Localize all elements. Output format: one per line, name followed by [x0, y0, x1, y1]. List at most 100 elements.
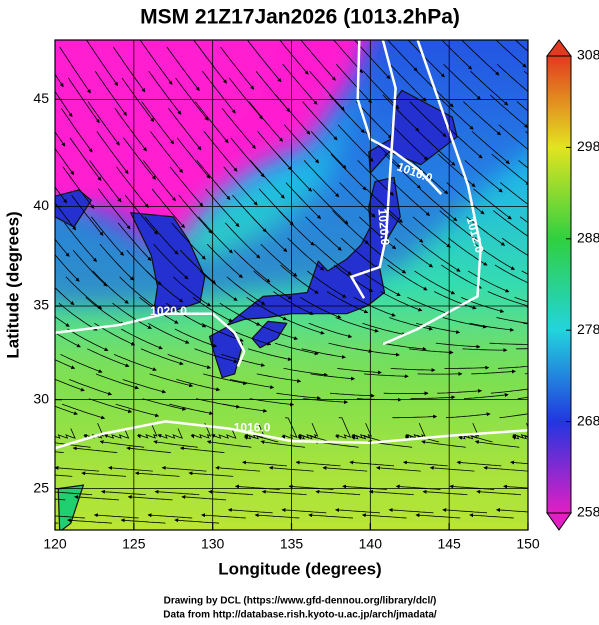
streamline — [225, 222, 261, 259]
streamline — [515, 40, 528, 52]
streamline — [233, 249, 271, 283]
streamline — [487, 291, 528, 308]
streamline — [126, 446, 171, 453]
streamline — [99, 243, 134, 281]
colorbar-tick-label: 258 — [577, 504, 599, 520]
streamline — [226, 276, 266, 305]
y-tick-label: 25 — [33, 479, 49, 495]
streamline — [360, 270, 401, 296]
streamline — [495, 40, 527, 68]
streamline — [337, 124, 374, 162]
streamline — [493, 210, 528, 240]
streamline — [367, 243, 407, 274]
streamline — [276, 153, 312, 192]
streamline — [421, 440, 466, 448]
footer-line: Drawing by DCL (https://www.gfd-dennou.o… — [164, 596, 437, 607]
streamline — [516, 101, 528, 112]
streamline — [74, 495, 119, 501]
isobar-label: 1016.0 — [234, 421, 271, 435]
streamline — [223, 166, 258, 206]
streamline — [503, 484, 528, 489]
streamline — [301, 348, 346, 359]
streamline — [388, 508, 434, 514]
streamline — [221, 108, 256, 150]
streamline — [119, 276, 157, 308]
streamline — [411, 160, 449, 195]
streamline — [297, 434, 332, 443]
streamline — [305, 216, 342, 251]
streamline — [139, 296, 179, 324]
streamline — [247, 348, 292, 362]
colorbar-tick-label: 308 — [577, 47, 599, 63]
streamline — [501, 237, 528, 256]
streamline — [330, 153, 367, 191]
streamline — [276, 392, 322, 400]
streamline — [100, 489, 146, 496]
streamline — [173, 276, 211, 307]
streamline — [169, 166, 204, 207]
streamline — [469, 513, 514, 519]
streamline — [221, 354, 266, 367]
streamline — [31, 423, 49, 438]
colorbar-tick-label: 268 — [577, 412, 599, 428]
streamline — [113, 354, 157, 372]
streamline — [55, 254, 80, 282]
streamline — [55, 465, 100, 472]
streamline — [127, 495, 173, 501]
streamline — [333, 40, 364, 74]
streamline — [116, 166, 149, 208]
streamline — [215, 465, 261, 472]
streamline — [247, 40, 282, 83]
streamline — [122, 379, 167, 394]
streamline — [141, 101, 175, 145]
streamline — [349, 460, 395, 467]
streamline — [243, 434, 279, 443]
streamline — [55, 202, 77, 231]
streamline — [96, 131, 129, 175]
streamline — [511, 434, 528, 440]
streamline — [220, 46, 255, 90]
streamline — [407, 40, 445, 78]
streamline — [497, 365, 528, 369]
x-tick-label: 130 — [201, 536, 225, 552]
streamline — [446, 182, 485, 215]
streamline — [307, 270, 347, 298]
streamline — [474, 440, 520, 448]
streamline — [435, 342, 481, 349]
streamline — [62, 166, 95, 209]
streamline — [261, 489, 307, 496]
streamline — [2, 468, 46, 471]
streamline — [409, 101, 447, 138]
streamline — [121, 328, 163, 350]
streamline — [414, 270, 456, 295]
streamline — [139, 40, 173, 85]
streamline — [442, 508, 488, 514]
streamline — [469, 322, 515, 332]
streamline — [55, 428, 76, 439]
streamline — [368, 489, 414, 496]
streamline — [498, 124, 528, 150]
colorbar-extension — [546, 512, 572, 531]
streamline — [444, 124, 483, 159]
streamline — [473, 188, 512, 220]
streamline — [314, 243, 352, 276]
streamline — [389, 317, 433, 331]
streamline — [140, 348, 184, 366]
streamline — [176, 137, 211, 179]
streamline — [363, 373, 409, 379]
streamline — [418, 131, 456, 166]
streamline — [483, 465, 528, 472]
streamline — [167, 354, 212, 370]
streamline — [55, 378, 85, 392]
streamline — [456, 460, 502, 467]
streamline — [222, 403, 268, 413]
streamline — [94, 70, 127, 117]
streamline — [464, 393, 509, 400]
streamline — [85, 296, 125, 326]
streamline — [193, 40, 227, 84]
streamline — [93, 513, 139, 519]
streamline — [436, 94, 474, 130]
streamline — [359, 216, 397, 250]
streamline — [471, 131, 510, 165]
streamline — [385, 210, 424, 243]
